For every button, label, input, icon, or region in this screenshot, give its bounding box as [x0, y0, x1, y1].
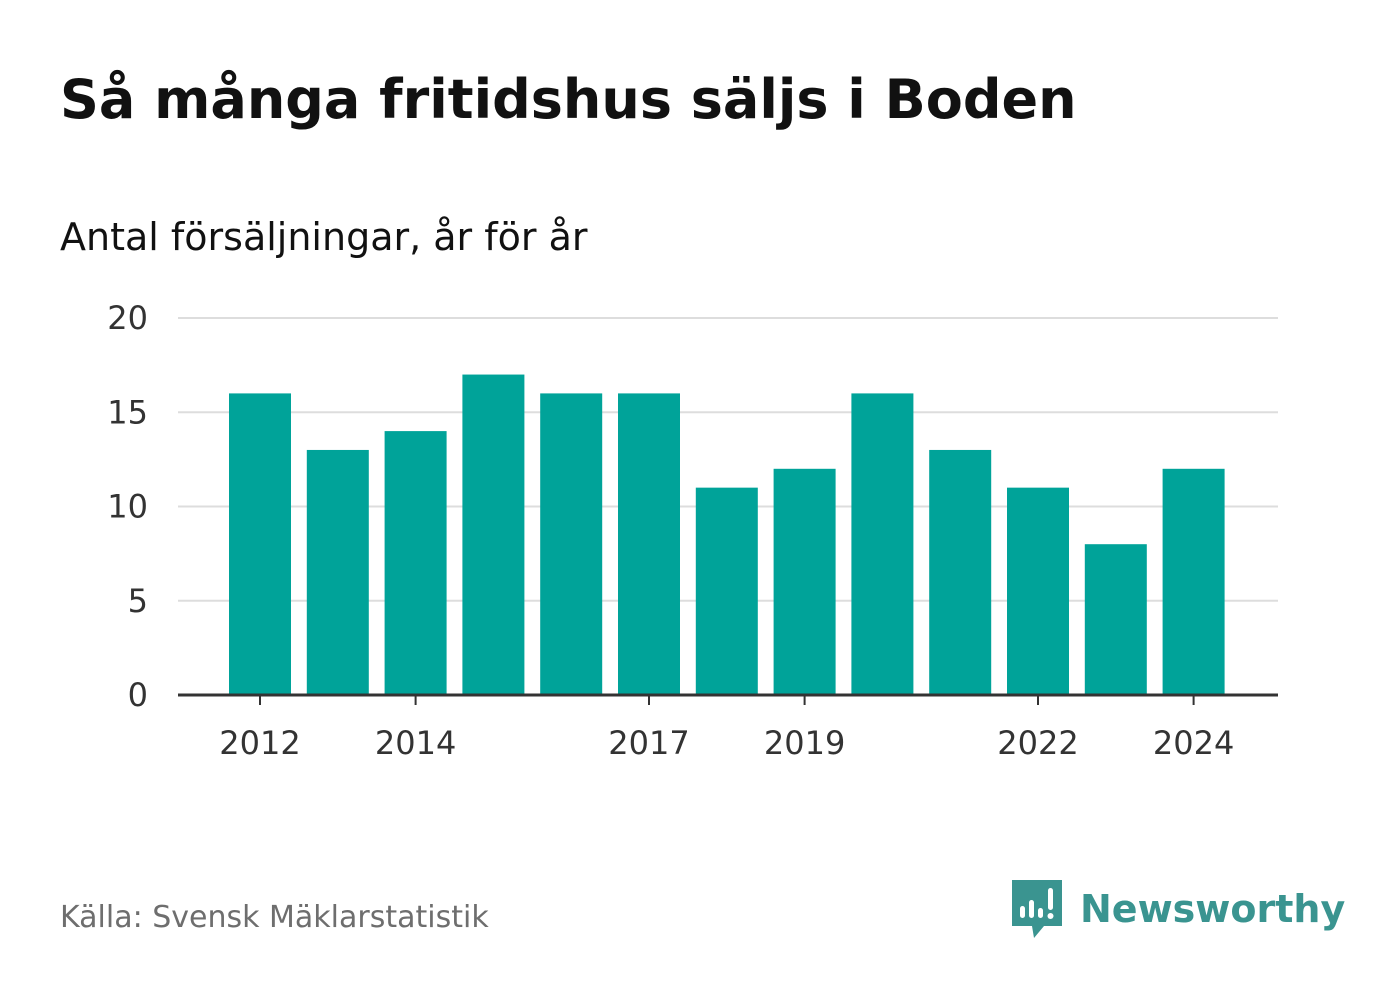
bar-2020	[851, 393, 914, 695]
bar-2015	[462, 374, 525, 695]
x-tick-label: 2024	[1153, 724, 1234, 762]
bar-2024	[1162, 468, 1225, 695]
y-tick-label: 0	[128, 676, 148, 714]
bar-2017	[618, 393, 680, 695]
y-tick-label: 20	[107, 299, 148, 337]
bar-2018	[695, 487, 758, 695]
x-tick-label: 2019	[764, 724, 845, 762]
x-tick-label: 2012	[219, 724, 300, 762]
chart-subtitle: Antal försäljningar, år för år	[60, 215, 588, 259]
bar-2013	[306, 449, 369, 695]
y-tick-label: 15	[107, 393, 148, 431]
bar-2016	[540, 393, 603, 695]
chart-title: Så många fritidshus säljs i Boden	[60, 68, 1077, 131]
x-tick-label: 2022	[997, 724, 1078, 762]
bar-2023	[1084, 544, 1147, 695]
x-tick-label: 2017	[608, 724, 689, 762]
bar-2019	[773, 468, 836, 695]
newsworthy-logo-icon	[1012, 880, 1062, 938]
y-tick-label: 10	[107, 488, 148, 526]
bar-2021	[929, 449, 992, 695]
bar-2022	[1007, 487, 1069, 695]
y-tick-label: 5	[128, 582, 148, 620]
brand-name: Newsworthy	[1080, 887, 1346, 931]
brand-logo: Newsworthy	[1010, 878, 1345, 940]
source-note: Källa: Svensk Mäklarstatistik	[60, 900, 489, 935]
bar-2014	[384, 431, 447, 695]
bar-2012	[229, 393, 291, 695]
x-tick-label: 2014	[375, 724, 456, 762]
